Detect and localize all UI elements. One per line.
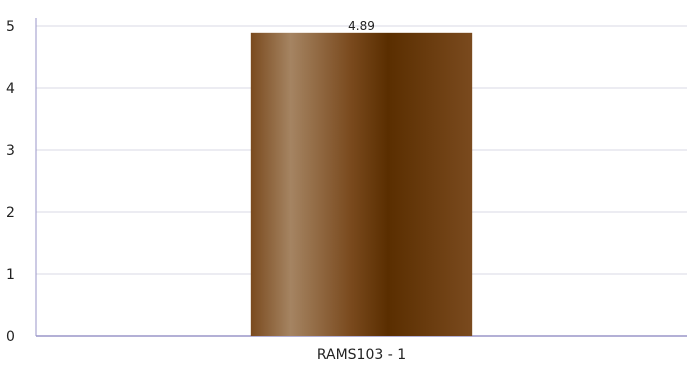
- x-tick-label: RAMS103 - 1: [317, 347, 406, 363]
- y-tick-label: 0: [6, 329, 15, 345]
- bar-series: [250, 32, 473, 336]
- y-tick-label: 1: [6, 267, 15, 283]
- bar: [250, 32, 473, 336]
- y-tick-label: 5: [6, 19, 15, 35]
- bar-value-label: 4.89: [348, 19, 375, 33]
- y-tick-label: 3: [6, 143, 15, 159]
- y-tick-label: 4: [6, 81, 15, 97]
- y-tick-label: 2: [6, 205, 15, 221]
- y-axis-ticks: 0 1 2 3 4 5: [6, 19, 15, 345]
- x-axis-ticks: RAMS103 - 1: [317, 347, 406, 363]
- data-labels: 4.89: [348, 19, 375, 33]
